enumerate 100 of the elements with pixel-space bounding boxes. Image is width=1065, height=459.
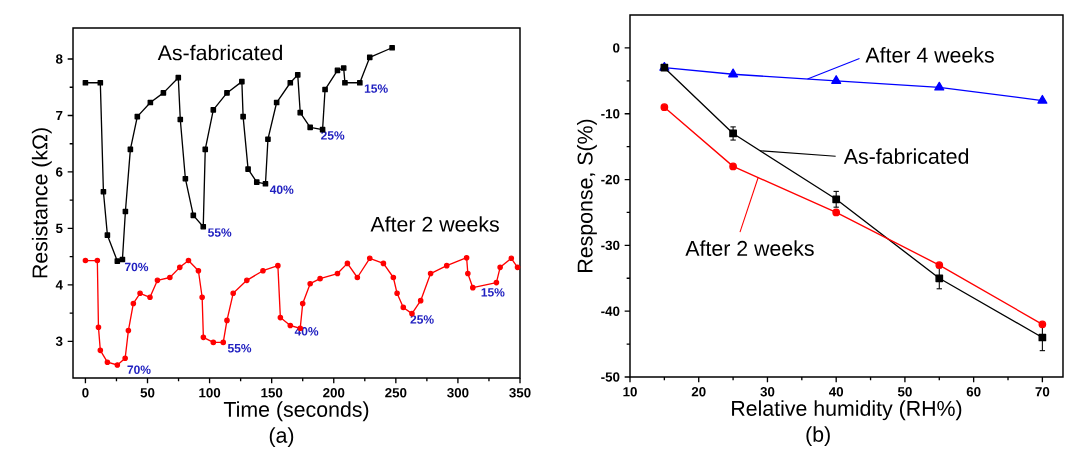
y-tick-label: 5 (55, 223, 63, 234)
point (508, 255, 515, 262)
legend-label: As-fabricated (843, 148, 969, 165)
x-tick-label: 30 (760, 387, 775, 397)
x-tick-label: 200 (323, 388, 345, 398)
point (160, 90, 167, 96)
point (104, 359, 111, 365)
annotation: 25% (321, 131, 345, 140)
annotation: 15% (481, 288, 505, 297)
point (287, 79, 294, 86)
x-tick-label: 70 (1035, 387, 1050, 397)
x-tick-label: 50 (897, 387, 912, 397)
point (275, 262, 281, 269)
point (463, 254, 470, 261)
y-tick-label: -20 (601, 174, 620, 185)
y-tick-label: 0 (613, 43, 620, 53)
x-axis-title: Relative humidity (RH%) (732, 400, 962, 421)
point (417, 297, 424, 304)
point (177, 116, 184, 123)
point (114, 362, 121, 368)
point (224, 317, 230, 324)
point (224, 90, 230, 96)
point (366, 255, 373, 262)
point (1037, 94, 1048, 104)
point (427, 270, 434, 277)
y-axis-title: Response, S(%) (576, 119, 597, 272)
point (287, 322, 294, 329)
series-label: After 2 weeks (370, 216, 499, 232)
annotation: 25% (410, 315, 434, 324)
point (317, 275, 323, 282)
point (380, 260, 387, 267)
point (182, 175, 189, 182)
point (1038, 320, 1047, 329)
point (660, 103, 669, 112)
point (244, 277, 250, 284)
x-tick-label: 250 (385, 388, 407, 398)
point (322, 86, 328, 93)
point (114, 258, 121, 264)
annotation: 70% (124, 262, 149, 272)
x-tick-label: 10 (623, 387, 637, 397)
series-label: As-fabricated (157, 44, 282, 61)
point (130, 300, 137, 307)
y-tick-label: -50 (601, 372, 620, 382)
point (245, 166, 251, 172)
point (195, 267, 202, 274)
point (97, 347, 104, 354)
point (728, 68, 739, 78)
y-tick-label: 7 (56, 110, 63, 121)
point (297, 109, 304, 116)
point (443, 262, 450, 269)
x-tick-label: 0 (82, 388, 89, 398)
point (253, 179, 260, 185)
point (230, 290, 236, 297)
y-axis-title: Resistance (kΩ) (31, 128, 52, 278)
point (514, 264, 521, 271)
point (354, 274, 361, 281)
legend-label: After 4 weeks (865, 46, 994, 63)
point (357, 79, 363, 86)
point (97, 79, 104, 86)
point (265, 136, 271, 142)
point (260, 267, 266, 274)
point (210, 339, 217, 346)
point (100, 188, 107, 195)
point (167, 274, 173, 281)
point (935, 274, 944, 283)
point (832, 195, 841, 204)
point (239, 78, 245, 85)
point (277, 314, 284, 321)
point (493, 279, 500, 286)
point (137, 290, 143, 297)
point (389, 44, 395, 51)
point (154, 277, 161, 284)
point (497, 264, 503, 271)
y-tick-label: 3 (55, 336, 63, 347)
y-tick-label: -30 (601, 240, 620, 251)
x-tick-label: 60 (966, 387, 981, 397)
point (307, 280, 313, 287)
y-tick-label: 8 (55, 54, 63, 64)
point (262, 180, 269, 187)
point (200, 334, 207, 341)
point (342, 79, 348, 86)
x-axis-title: Time (seconds) (223, 401, 369, 422)
point (294, 72, 301, 78)
point (465, 270, 471, 277)
text: (a) (269, 427, 294, 448)
point (176, 264, 183, 271)
x-tick-label: 50 (140, 388, 155, 398)
point (82, 257, 89, 264)
point (934, 81, 945, 91)
point (390, 274, 397, 281)
point (344, 260, 351, 267)
point (299, 300, 306, 307)
point (831, 75, 842, 85)
point (340, 65, 347, 71)
point (104, 232, 111, 238)
point (729, 162, 737, 171)
point (220, 339, 227, 346)
x-tick-label: 100 (199, 388, 221, 398)
point (125, 327, 132, 334)
point (240, 113, 246, 120)
